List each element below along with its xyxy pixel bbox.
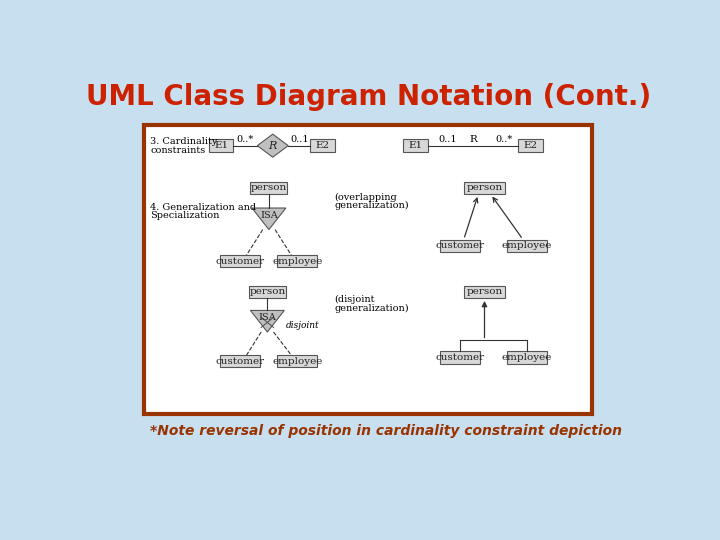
Text: (disjoint: (disjoint bbox=[334, 295, 375, 304]
Polygon shape bbox=[251, 310, 284, 332]
Text: employee: employee bbox=[272, 357, 323, 366]
Text: Specialization: Specialization bbox=[150, 211, 220, 220]
Bar bbox=[209, 139, 233, 152]
Bar bbox=[277, 355, 318, 367]
Text: E2: E2 bbox=[523, 141, 538, 150]
Bar bbox=[440, 351, 480, 363]
Text: 0..1: 0..1 bbox=[438, 135, 457, 144]
Text: employee: employee bbox=[502, 353, 552, 362]
Text: 0..1: 0..1 bbox=[290, 135, 309, 144]
Bar bbox=[277, 255, 318, 267]
Text: person: person bbox=[249, 287, 286, 296]
Text: 3. Cardinality: 3. Cardinality bbox=[150, 137, 217, 146]
Bar bbox=[249, 286, 286, 298]
Bar bbox=[464, 286, 505, 298]
Text: person: person bbox=[467, 287, 503, 296]
Text: (overlapping: (overlapping bbox=[334, 193, 397, 202]
Bar bbox=[507, 351, 547, 363]
Text: *Note reversal of position in cardinality constraint depiction: *Note reversal of position in cardinalit… bbox=[150, 423, 622, 437]
Bar bbox=[440, 240, 480, 252]
Bar bbox=[220, 355, 261, 367]
Bar bbox=[507, 240, 547, 252]
Bar bbox=[220, 255, 261, 267]
Text: 4. Generalization and: 4. Generalization and bbox=[150, 202, 256, 212]
Text: ISA: ISA bbox=[260, 211, 278, 220]
Text: E2: E2 bbox=[316, 141, 330, 150]
Text: generalization): generalization) bbox=[334, 303, 409, 313]
Bar bbox=[251, 182, 287, 194]
Text: ISA: ISA bbox=[258, 313, 276, 322]
Text: person: person bbox=[251, 184, 287, 192]
Text: E1: E1 bbox=[408, 141, 422, 150]
Text: employee: employee bbox=[272, 256, 323, 266]
Text: customer: customer bbox=[216, 256, 265, 266]
Text: 0..*: 0..* bbox=[495, 135, 513, 144]
Text: E1: E1 bbox=[214, 141, 228, 150]
Text: R: R bbox=[269, 140, 277, 151]
Text: constraints: constraints bbox=[150, 146, 206, 155]
Bar bbox=[518, 139, 543, 152]
Text: customer: customer bbox=[216, 357, 265, 366]
Polygon shape bbox=[257, 134, 288, 157]
Text: employee: employee bbox=[502, 241, 552, 250]
Polygon shape bbox=[252, 208, 286, 230]
Text: UML Class Diagram Notation (Cont.): UML Class Diagram Notation (Cont.) bbox=[86, 83, 652, 111]
FancyBboxPatch shape bbox=[144, 125, 593, 414]
Bar bbox=[310, 139, 335, 152]
Bar bbox=[403, 139, 428, 152]
Text: R: R bbox=[469, 135, 477, 144]
Text: disjoint: disjoint bbox=[286, 321, 320, 329]
Text: customer: customer bbox=[436, 353, 485, 362]
Text: customer: customer bbox=[436, 241, 485, 250]
Text: generalization): generalization) bbox=[334, 201, 409, 210]
Text: 0..*: 0..* bbox=[237, 135, 254, 144]
Bar bbox=[464, 182, 505, 194]
Text: person: person bbox=[467, 184, 503, 192]
